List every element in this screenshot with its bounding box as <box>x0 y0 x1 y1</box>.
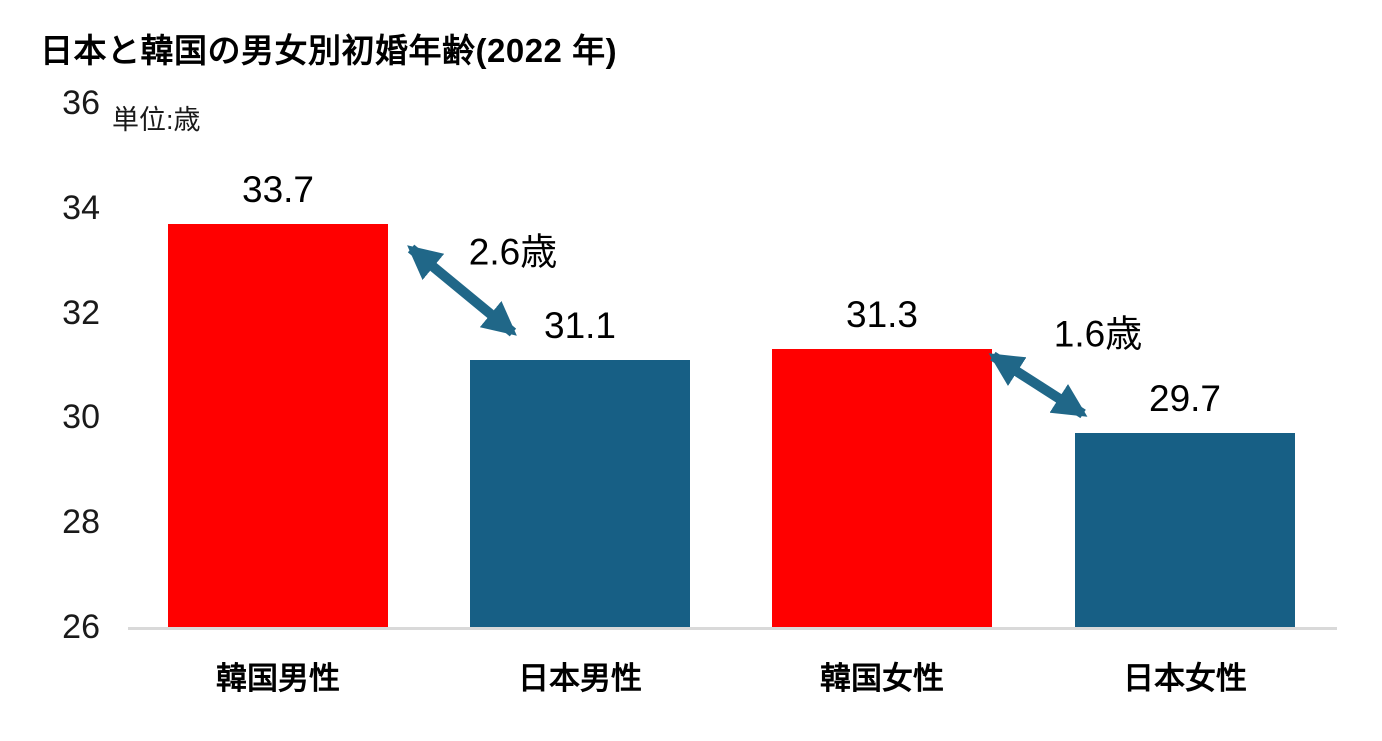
bar-日本女性 <box>1075 433 1295 627</box>
x-axis-label-韓国女性: 韓国女性 <box>820 661 944 696</box>
value-label-韓国女性: 31.3 <box>845 294 919 336</box>
bar-韓国男性 <box>168 223 388 627</box>
y-axis-tick-label-28: 28 <box>62 503 100 542</box>
bar-韓国女性 <box>772 349 992 627</box>
gap-arrow-2 <box>988 351 1088 419</box>
unit-label: 単位:歳 <box>112 105 201 135</box>
value-label-韓国男性: 33.7 <box>241 168 315 210</box>
x-axis-label-日本男性: 日本男性 <box>518 661 642 696</box>
y-axis-tick-label-32: 32 <box>62 293 100 332</box>
y-axis-tick-label-26: 26 <box>62 608 100 646</box>
y-axis-tick-label-30: 30 <box>62 398 100 437</box>
value-label-日本男性: 31.1 <box>543 304 617 346</box>
y-axis-tick-label-34: 34 <box>62 188 100 227</box>
chart-title: 日本と韓国の男女別初婚年齢(2022 年) <box>40 32 618 69</box>
gap-label-2: 1.6歳 <box>1053 313 1143 355</box>
x-axis-label-韓国男性: 韓国男性 <box>216 661 340 696</box>
bar-日本男性 <box>470 359 690 627</box>
x-axis-baseline <box>128 627 1337 630</box>
y-axis-tick-label-36: 36 <box>62 84 100 122</box>
gap-label-1: 2.6歳 <box>468 231 558 273</box>
x-axis-label-日本女性: 日本女性 <box>1123 661 1247 696</box>
value-label-日本女性: 29.7 <box>1148 378 1222 420</box>
